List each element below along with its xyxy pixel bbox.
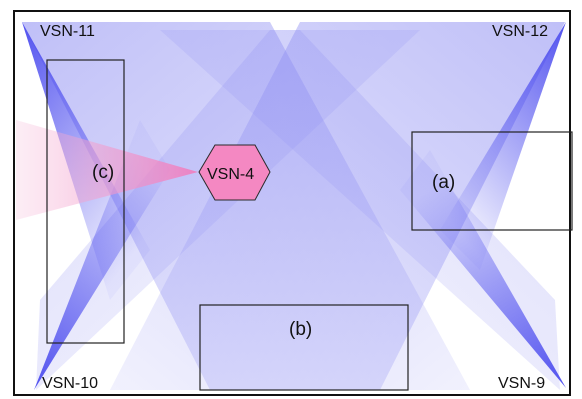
label-vsn12: VSN-12 (492, 23, 548, 40)
label-vsn9: VSN-9 (498, 375, 545, 392)
region-box-b (199, 304, 409, 391)
label-vsn10: VSN-10 (42, 375, 98, 392)
beam-vsn9 (400, 150, 566, 388)
label-region-c: (c) (92, 162, 114, 183)
coverage-fan-vsn12 (110, 22, 565, 390)
vsn4-hexagon (198, 144, 271, 201)
label-vsn4: VSN-4 (207, 166, 254, 183)
coverage-fan-vsn9 (160, 30, 560, 390)
label-region-b: (b) (289, 319, 312, 340)
region-box-a (411, 131, 573, 231)
label-vsn11: VSN-11 (40, 23, 95, 40)
beam-vsn4 (16, 120, 198, 220)
beam-vsn12 (440, 22, 566, 270)
region-box-c (46, 59, 125, 344)
label-region-a: (a) (432, 172, 455, 193)
